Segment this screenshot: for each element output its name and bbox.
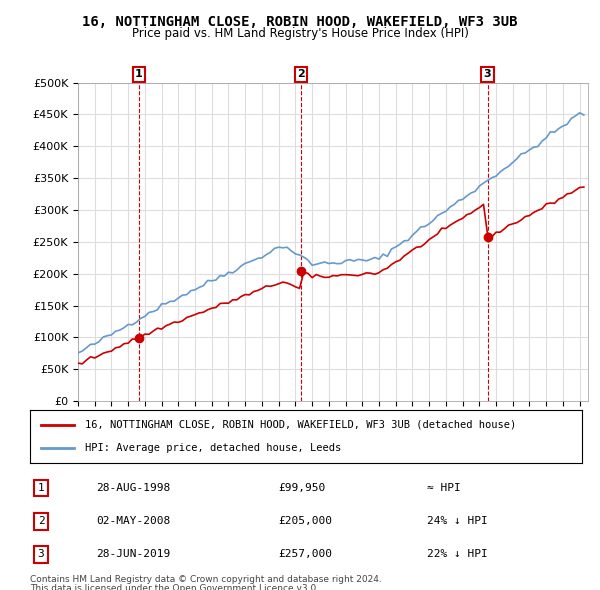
Text: 3: 3 (38, 549, 44, 559)
Text: ≈ HPI: ≈ HPI (427, 483, 461, 493)
Text: 2: 2 (38, 516, 44, 526)
Text: HPI: Average price, detached house, Leeds: HPI: Average price, detached house, Leed… (85, 443, 341, 453)
Text: 16, NOTTINGHAM CLOSE, ROBIN HOOD, WAKEFIELD, WF3 3UB: 16, NOTTINGHAM CLOSE, ROBIN HOOD, WAKEFI… (82, 15, 518, 29)
Text: 02-MAY-2008: 02-MAY-2008 (96, 516, 170, 526)
Text: This data is licensed under the Open Government Licence v3.0.: This data is licensed under the Open Gov… (30, 584, 319, 590)
Text: 1: 1 (38, 483, 44, 493)
Text: £99,950: £99,950 (278, 483, 326, 493)
Text: 24% ↓ HPI: 24% ↓ HPI (427, 516, 488, 526)
Text: £205,000: £205,000 (278, 516, 332, 526)
Text: £257,000: £257,000 (278, 549, 332, 559)
Text: Price paid vs. HM Land Registry's House Price Index (HPI): Price paid vs. HM Land Registry's House … (131, 27, 469, 40)
Text: 22% ↓ HPI: 22% ↓ HPI (427, 549, 488, 559)
Text: 2: 2 (297, 70, 305, 80)
Text: 3: 3 (484, 70, 491, 80)
Text: 28-AUG-1998: 28-AUG-1998 (96, 483, 170, 493)
Text: 1: 1 (135, 70, 143, 80)
Text: 16, NOTTINGHAM CLOSE, ROBIN HOOD, WAKEFIELD, WF3 3UB (detached house): 16, NOTTINGHAM CLOSE, ROBIN HOOD, WAKEFI… (85, 420, 517, 430)
Text: Contains HM Land Registry data © Crown copyright and database right 2024.: Contains HM Land Registry data © Crown c… (30, 575, 382, 584)
Text: 28-JUN-2019: 28-JUN-2019 (96, 549, 170, 559)
